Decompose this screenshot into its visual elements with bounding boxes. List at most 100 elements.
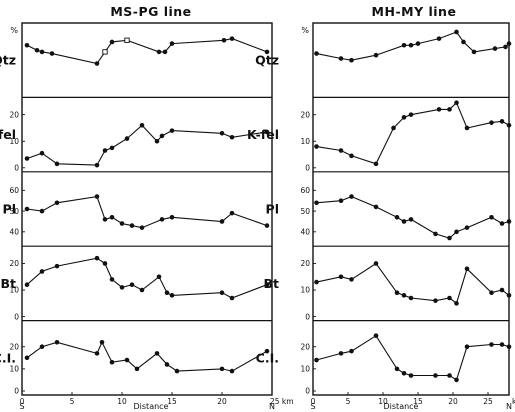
panel-label: K-fel bbox=[0, 127, 16, 142]
data-point bbox=[169, 215, 175, 220]
y-tick-label: 0 bbox=[14, 312, 19, 321]
data-point bbox=[433, 373, 438, 378]
data-point bbox=[447, 107, 452, 112]
x-tick-label: 10 bbox=[117, 397, 127, 406]
data-point bbox=[154, 138, 160, 144]
data-point bbox=[99, 340, 105, 345]
panel-label: Qtz bbox=[255, 53, 279, 68]
data-point bbox=[109, 215, 115, 220]
data-point bbox=[24, 282, 30, 288]
plot-frame bbox=[21, 22, 273, 396]
y-tick-label: 50 bbox=[9, 207, 19, 216]
data-point bbox=[464, 266, 470, 272]
y-tick-label: 0 bbox=[305, 312, 310, 321]
data-point bbox=[156, 274, 162, 280]
data-point bbox=[124, 357, 130, 363]
data-point bbox=[169, 41, 175, 46]
data-point bbox=[139, 123, 145, 128]
data-point bbox=[39, 344, 45, 350]
data-point bbox=[174, 368, 180, 374]
data-point bbox=[314, 144, 319, 149]
data-point bbox=[401, 115, 407, 120]
data-point bbox=[94, 162, 100, 168]
data-point bbox=[454, 100, 459, 106]
data-point bbox=[349, 57, 354, 63]
y-tick-label: 20 bbox=[300, 342, 310, 351]
data-point bbox=[219, 219, 225, 224]
data-point bbox=[349, 277, 354, 282]
y-tick-label: 10 bbox=[300, 286, 310, 295]
x-tick-label: km bbox=[512, 397, 515, 406]
y-tick-label: 20 bbox=[300, 259, 310, 268]
data-point bbox=[408, 217, 414, 222]
x-tick-label: 25 km bbox=[270, 397, 294, 406]
data-point bbox=[24, 42, 30, 48]
data-point bbox=[159, 217, 165, 222]
data-point bbox=[49, 51, 55, 56]
data-point bbox=[264, 129, 270, 135]
data-point bbox=[156, 49, 162, 55]
data-point bbox=[54, 161, 60, 167]
data-point bbox=[109, 277, 115, 282]
data-point bbox=[39, 49, 45, 55]
data-point bbox=[464, 225, 470, 230]
end-label-south: S bbox=[19, 402, 24, 411]
data-point bbox=[314, 200, 319, 206]
data-point bbox=[34, 47, 40, 53]
data-point bbox=[338, 274, 344, 280]
y-tick-label: 20 bbox=[9, 110, 19, 119]
y-tick-label: 50 bbox=[300, 207, 310, 216]
data-point bbox=[314, 51, 319, 56]
data-point bbox=[506, 344, 512, 350]
data-point bbox=[436, 107, 442, 112]
data-point bbox=[94, 255, 100, 261]
data-point bbox=[454, 29, 459, 35]
chart-ms-pg: MS-PG line Distance S N Qtz% K-fel 0 10 20 Pl… bbox=[0, 4, 294, 411]
data-point bbox=[489, 342, 494, 347]
y-tick-label: 10 bbox=[9, 286, 19, 295]
unit-label: % bbox=[10, 26, 18, 35]
chart-title: MH-MY line bbox=[372, 4, 457, 19]
panel-bt: Bt 0 10 20 bbox=[0, 245, 272, 321]
data-point bbox=[506, 41, 512, 46]
data-point bbox=[109, 359, 115, 365]
data-point bbox=[102, 148, 108, 153]
panel-label: K-fel bbox=[247, 127, 279, 142]
y-tick-label: 10 bbox=[300, 365, 310, 374]
data-point bbox=[129, 223, 135, 228]
data-point bbox=[464, 125, 470, 131]
data-point bbox=[338, 56, 344, 61]
x-tick-label: 25 bbox=[483, 397, 493, 406]
data-point bbox=[447, 235, 452, 241]
data-point bbox=[401, 293, 407, 298]
panel-c-i: C.I. 0 10 20 bbox=[0, 320, 272, 396]
panel-label: C.I. bbox=[256, 350, 279, 365]
data-point bbox=[54, 200, 60, 206]
data-point bbox=[94, 194, 100, 199]
data-point bbox=[162, 49, 168, 55]
data-point bbox=[499, 221, 505, 226]
data-point bbox=[415, 41, 421, 46]
panel-k-fel: K-fel 0 10 20 bbox=[0, 96, 272, 173]
data-point bbox=[264, 49, 270, 55]
data-point bbox=[169, 293, 175, 298]
data-point bbox=[408, 373, 414, 378]
series-line bbox=[316, 196, 510, 239]
data-point bbox=[499, 342, 505, 347]
data-point bbox=[229, 210, 235, 216]
data-point bbox=[373, 333, 379, 338]
data-point bbox=[464, 344, 470, 350]
y-tick-label: 20 bbox=[300, 110, 310, 119]
x-axis-label: Distance bbox=[134, 402, 169, 411]
series-line bbox=[316, 334, 510, 381]
data-point bbox=[102, 261, 108, 266]
data-point bbox=[506, 219, 512, 224]
data-point bbox=[433, 231, 438, 237]
data-point bbox=[373, 261, 379, 266]
data-point bbox=[408, 42, 414, 48]
y-tick-label: 0 bbox=[305, 387, 310, 396]
data-point bbox=[24, 206, 30, 212]
x-axis-label: Distance bbox=[384, 402, 419, 411]
data-point bbox=[338, 148, 344, 153]
panel-qtz: Qtz% bbox=[0, 26, 270, 68]
